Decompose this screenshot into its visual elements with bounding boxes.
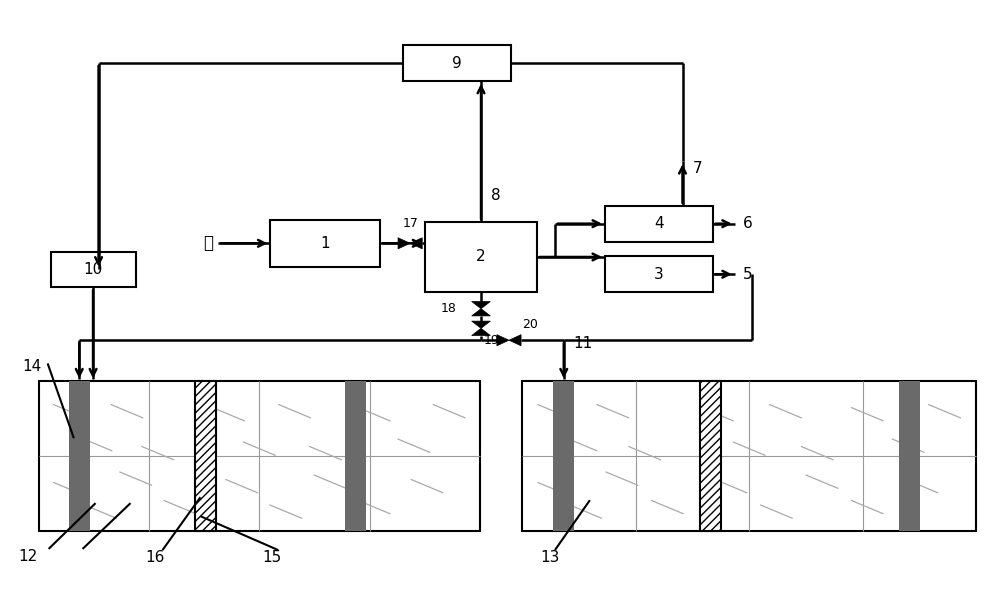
Text: 5: 5 <box>743 267 752 282</box>
Bar <box>425 222 537 292</box>
Polygon shape <box>472 328 490 336</box>
Text: 9: 9 <box>452 55 462 71</box>
Polygon shape <box>472 309 490 316</box>
Text: 14: 14 <box>23 359 42 374</box>
Bar <box>69 381 90 531</box>
Text: 18: 18 <box>440 302 456 315</box>
Text: 4: 4 <box>654 216 664 231</box>
Polygon shape <box>509 335 521 346</box>
Bar <box>345 381 366 531</box>
Text: 7: 7 <box>692 161 702 176</box>
Bar <box>195 381 216 531</box>
Bar <box>899 381 920 531</box>
Text: 3: 3 <box>654 267 664 282</box>
Polygon shape <box>472 321 490 328</box>
Text: 16: 16 <box>145 550 165 566</box>
Text: 8: 8 <box>491 188 501 203</box>
Polygon shape <box>472 302 490 309</box>
Bar <box>270 219 380 267</box>
Text: 水: 水 <box>203 234 213 252</box>
Text: 6: 6 <box>743 216 752 231</box>
Text: 12: 12 <box>19 549 38 564</box>
Bar <box>51 252 136 287</box>
Polygon shape <box>398 238 410 249</box>
Bar <box>700 381 721 531</box>
Polygon shape <box>497 335 509 346</box>
Text: 13: 13 <box>540 550 559 566</box>
Text: 19: 19 <box>484 334 500 347</box>
Text: 15: 15 <box>262 550 282 566</box>
Bar <box>39 381 480 531</box>
Bar <box>605 256 713 292</box>
Text: 17: 17 <box>402 217 418 230</box>
Polygon shape <box>410 238 422 249</box>
Text: 2: 2 <box>476 250 486 265</box>
Text: 20: 20 <box>522 318 538 331</box>
Text: 1: 1 <box>320 236 330 251</box>
Bar <box>553 381 574 531</box>
Bar <box>403 45 511 81</box>
Bar <box>605 206 713 241</box>
Text: 10: 10 <box>83 262 103 277</box>
Bar <box>522 381 976 531</box>
Text: 11: 11 <box>574 336 593 350</box>
